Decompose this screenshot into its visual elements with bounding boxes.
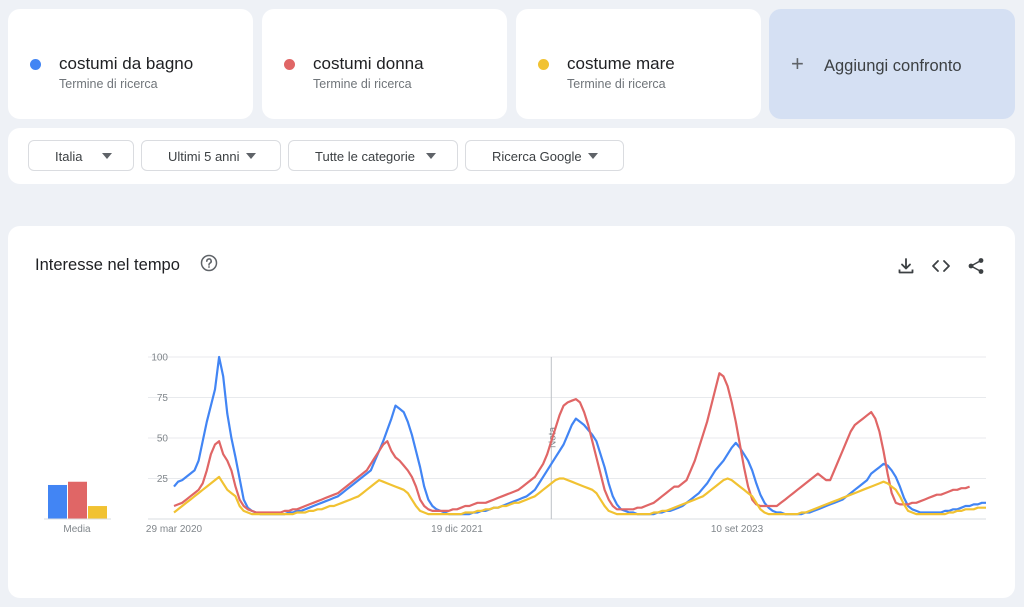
average-label: Media	[63, 524, 91, 535]
x-tick-label: 10 set 2023	[711, 524, 764, 535]
filter-label: Italia	[55, 149, 83, 164]
series-line	[173, 475, 986, 516]
filter-category[interactable]: Tutte le categorie	[288, 140, 458, 171]
filter-search-type[interactable]: Ricerca Google	[465, 140, 624, 171]
series-line	[173, 355, 986, 516]
series-color-dot	[284, 59, 295, 70]
series-color-dot	[538, 59, 549, 70]
y-tick-label: 75	[157, 393, 169, 404]
term-card-1[interactable]: costumi da bagno Termine di ricerca	[8, 9, 253, 119]
share-icon[interactable]	[966, 256, 986, 276]
term-card-3[interactable]: costume mare Termine di ricerca	[516, 9, 761, 119]
average-bar	[68, 481, 87, 519]
term-type: Termine di ricerca	[59, 77, 158, 91]
y-tick-label: 25	[157, 474, 169, 485]
series-color-dot	[30, 59, 41, 70]
term-name: costumi donna	[313, 54, 424, 73]
filter-label: Ultimi 5 anni	[168, 149, 240, 164]
average-bar	[48, 484, 67, 519]
plus-icon: +	[791, 51, 804, 76]
caret-down-icon	[426, 153, 436, 159]
series-line	[173, 372, 970, 514]
y-tick-label: 100	[151, 353, 168, 364]
filter-bar: Italia Ultimi 5 anni Tutte le categorie …	[8, 128, 1015, 184]
term-type: Termine di ricerca	[567, 77, 666, 91]
term-card-2[interactable]: costumi donna Termine di ricerca	[262, 9, 507, 119]
help-icon[interactable]	[200, 254, 218, 272]
download-icon[interactable]	[896, 256, 916, 276]
add-comparison-button[interactable]: + Aggiungi confronto	[769, 9, 1015, 119]
embed-icon[interactable]	[931, 256, 951, 276]
filter-label: Tutte le categorie	[315, 149, 415, 164]
average-bar	[88, 506, 107, 519]
filter-label: Ricerca Google	[492, 149, 582, 164]
panel-title: Interesse nel tempo	[35, 256, 180, 274]
filter-time-range[interactable]: Ultimi 5 anni	[141, 140, 281, 171]
interest-line-chart: 25 50 75 100 29 mar 2020 19 dic 2021 10 set 20…	[44, 353, 986, 535]
term-type: Termine di ricerca	[313, 77, 412, 91]
x-tick-label: 19 dic 2021	[431, 524, 483, 535]
term-name: costume mare	[567, 54, 675, 73]
x-tick-label: 29 mar 2020	[146, 524, 203, 535]
add-comparison-label: Aggiungi confronto	[824, 57, 962, 75]
caret-down-icon	[588, 153, 598, 159]
y-tick-label: 50	[157, 434, 169, 445]
caret-down-icon	[246, 153, 256, 159]
filter-region[interactable]: Italia	[28, 140, 134, 171]
interest-over-time-panel: Interesse nel tempo 25 50 75 100 29 mar 2020…	[8, 226, 1015, 598]
term-name: costumi da bagno	[59, 54, 194, 73]
caret-down-icon	[102, 153, 112, 159]
